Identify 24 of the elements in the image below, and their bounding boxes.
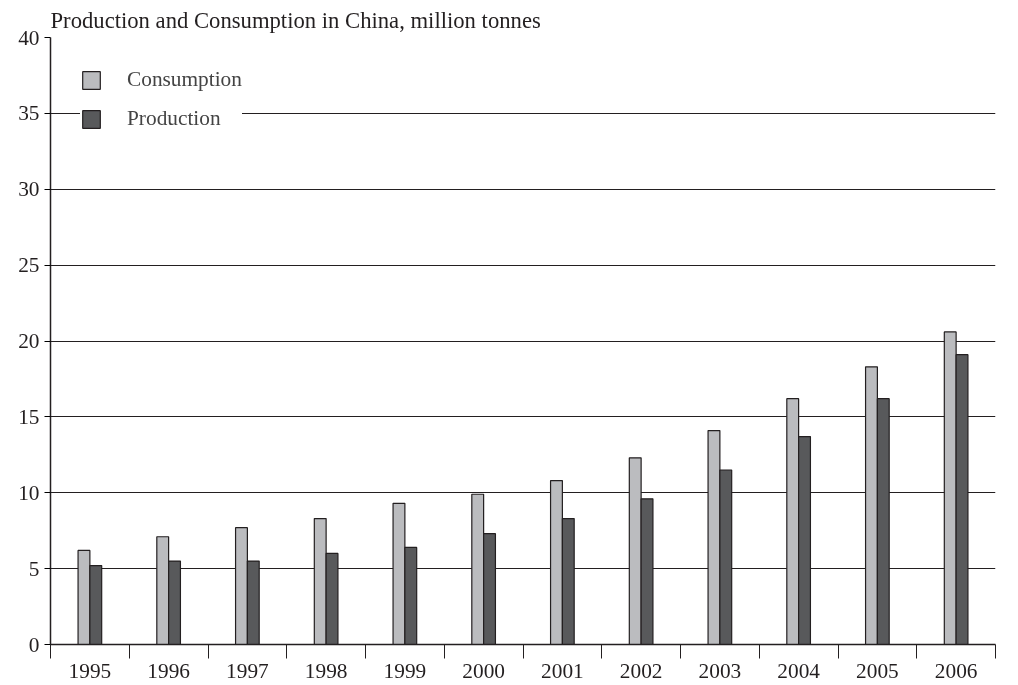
x-tick-label: 2006 xyxy=(934,658,978,683)
chart-title: Production and Consumption in China, million tonnes xyxy=(50,7,541,33)
y-tick-label: 25 xyxy=(18,253,40,278)
x-tick-label: 1998 xyxy=(304,658,348,683)
x-tick-label: 2003 xyxy=(698,658,742,683)
y-tick-label: 5 xyxy=(28,556,40,581)
y-tick-label: 20 xyxy=(18,329,40,353)
y-tick-label: 40 xyxy=(18,25,40,50)
x-tick-label: 2004 xyxy=(777,658,821,683)
x-tick-label: 2001 xyxy=(541,658,584,683)
x-tick-label: 2005 xyxy=(856,658,899,683)
x-tick-label: 2000 xyxy=(462,658,505,683)
x-tick-label: 1999 xyxy=(383,658,427,683)
y-tick-label: 15 xyxy=(18,404,40,429)
legend-label: Consumption xyxy=(127,67,242,92)
x-tick-label: 1995 xyxy=(68,658,112,683)
x-tick-label: 1997 xyxy=(226,658,270,683)
y-tick-label: 0 xyxy=(28,632,40,657)
y-tick-label: 10 xyxy=(18,480,40,505)
x-tick-label: 2002 xyxy=(619,658,663,683)
y-tick-label: 35 xyxy=(18,101,40,126)
legend-label: Production xyxy=(127,106,221,131)
y-tick-label: 30 xyxy=(18,177,40,202)
x-tick-label: 1996 xyxy=(147,658,191,683)
